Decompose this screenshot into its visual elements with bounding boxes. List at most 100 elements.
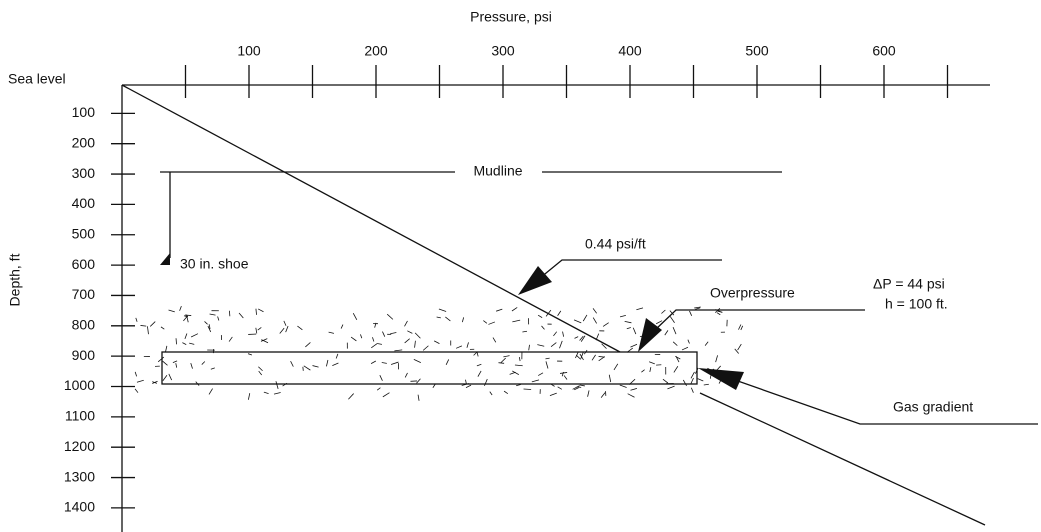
speck — [587, 390, 590, 397]
speck — [136, 379, 144, 383]
hydrostatic-line — [121, 84, 621, 353]
speck — [557, 310, 562, 316]
speck — [257, 308, 264, 313]
speck — [512, 319, 521, 323]
x-tick-label: 500 — [745, 43, 769, 59]
speck — [466, 342, 469, 348]
speck — [390, 332, 397, 335]
speck — [672, 341, 678, 346]
speck — [562, 331, 564, 337]
speck — [160, 326, 165, 330]
speck — [273, 392, 281, 395]
speck — [386, 313, 394, 320]
speck — [371, 343, 378, 349]
speck — [135, 317, 138, 322]
speck — [580, 335, 586, 342]
speck — [303, 365, 311, 371]
x-tick-label: 200 — [364, 43, 388, 59]
speck — [545, 361, 549, 369]
speck — [636, 307, 644, 311]
speck — [422, 345, 429, 351]
speck — [655, 320, 663, 325]
speck — [613, 363, 619, 371]
speck — [175, 338, 177, 345]
speck — [247, 353, 253, 356]
speck — [433, 340, 440, 344]
speck — [661, 309, 666, 314]
speck — [445, 359, 450, 365]
speck — [538, 372, 544, 376]
gas-gradient-label: Gas gradient — [893, 399, 973, 415]
speck — [210, 367, 215, 370]
speck — [476, 363, 482, 367]
arrow — [698, 368, 744, 390]
mudline-label: Mudline — [473, 163, 522, 179]
speck — [675, 355, 681, 360]
speck — [694, 306, 701, 309]
speck — [624, 321, 632, 324]
speck — [690, 387, 694, 393]
y-tick-label: 1100 — [65, 408, 95, 424]
speck — [370, 360, 377, 364]
speck — [695, 307, 701, 310]
speck — [305, 342, 311, 348]
speck — [417, 394, 420, 401]
speck — [561, 371, 564, 377]
speck — [275, 381, 279, 390]
speck — [352, 312, 358, 320]
speck — [376, 387, 381, 391]
speck — [190, 362, 193, 369]
speck — [669, 310, 675, 316]
speck — [258, 366, 263, 372]
speck — [140, 325, 147, 327]
speck — [360, 334, 363, 339]
speck — [255, 308, 257, 315]
sea-level-label: Sea level — [8, 71, 66, 87]
speck — [217, 316, 220, 321]
speck — [580, 352, 584, 359]
speck — [662, 378, 669, 384]
speck — [572, 385, 580, 390]
speck — [312, 365, 319, 368]
speck — [579, 335, 584, 341]
speck — [168, 373, 173, 381]
speck — [672, 327, 677, 335]
speck — [600, 392, 606, 398]
speck — [263, 391, 269, 394]
leader — [539, 259, 722, 279]
speck — [165, 345, 168, 353]
speck — [445, 316, 451, 322]
y-axis-title: Depth, ft — [7, 253, 23, 306]
y-tick-label: 600 — [72, 256, 96, 272]
speck — [189, 342, 195, 345]
speck — [537, 344, 545, 347]
speck — [209, 313, 216, 316]
speck — [438, 308, 447, 312]
speck — [641, 369, 645, 373]
speck — [498, 362, 505, 364]
speck — [258, 370, 263, 376]
speck — [576, 354, 582, 360]
y-tick-label: 300 — [72, 165, 96, 181]
speck — [290, 361, 294, 367]
speck — [648, 361, 655, 365]
x-tick-label: 600 — [872, 43, 896, 59]
lower-gradient-line — [699, 392, 986, 526]
speck — [326, 359, 329, 367]
x-tick-label: 400 — [618, 43, 642, 59]
speck — [630, 343, 638, 348]
speck — [182, 342, 187, 345]
speck — [541, 325, 545, 330]
speck — [381, 362, 387, 364]
y-tick-label: 200 — [72, 134, 96, 150]
y-tick-label: 1300 — [64, 468, 95, 484]
speck — [582, 314, 588, 322]
y-tick-label: 1200 — [64, 438, 95, 454]
speck — [704, 341, 709, 346]
speck — [682, 379, 687, 387]
speck — [716, 312, 721, 316]
delta-p-label: ΔP = 44 psi — [873, 276, 945, 292]
speck — [512, 370, 520, 375]
speck — [514, 364, 523, 367]
gradient-label: 0.44 psi/ft — [585, 236, 646, 252]
